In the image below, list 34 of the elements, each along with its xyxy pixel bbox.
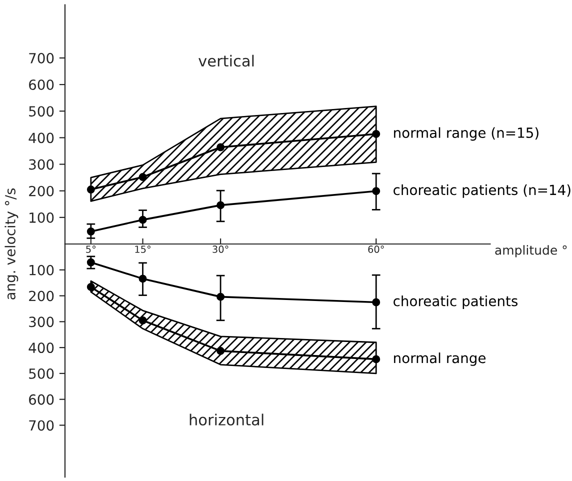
- text: horizontal: [190, 414, 264, 426]
- x-axis-title: amplitude °: [495, 245, 567, 258]
- series-label: choreatic patients (n=14): [394, 184, 570, 198]
- text: vertical: [198, 54, 254, 67]
- y-tick-label: 200: [29, 186, 54, 196]
- y-tick-label: 100: [30, 212, 54, 223]
- point: [86, 186, 95, 194]
- point: [372, 355, 380, 364]
- y-tick-label: 200: [29, 290, 54, 302]
- y-tick-label: 100: [30, 264, 54, 276]
- series-label: choreatic patients: [394, 296, 518, 309]
- x-tick-label: 30°: [212, 246, 228, 253]
- y-tick-label: 700: [29, 420, 54, 431]
- y-tick-label: 700: [29, 52, 54, 64]
- y-tick-label: 500: [29, 368, 54, 379]
- y-tick-label: 500: [29, 106, 54, 117]
- point: [372, 130, 380, 138]
- x-tick-label: 60°: [368, 246, 384, 253]
- point: [86, 282, 95, 291]
- y-tick-label: 400: [28, 342, 54, 354]
- y-tick-label: 300: [29, 316, 54, 328]
- x-tick-label: 5°: [86, 246, 96, 253]
- point: [216, 143, 225, 152]
- x-tick-label: 15°: [135, 246, 150, 253]
- series-label: normal range (n=15): [394, 127, 538, 141]
- y-axis-title: ang. velocity °/s: [4, 188, 18, 300]
- y-tick-label: 600: [29, 394, 54, 405]
- y-tick-label: 400: [28, 132, 54, 144]
- y-tick-label: 300: [29, 159, 54, 170]
- y-tick-label: 600: [29, 80, 54, 90]
- point: [138, 173, 147, 182]
- point: [138, 316, 147, 324]
- point: [216, 346, 225, 355]
- series-label: normal range: [394, 352, 486, 366]
